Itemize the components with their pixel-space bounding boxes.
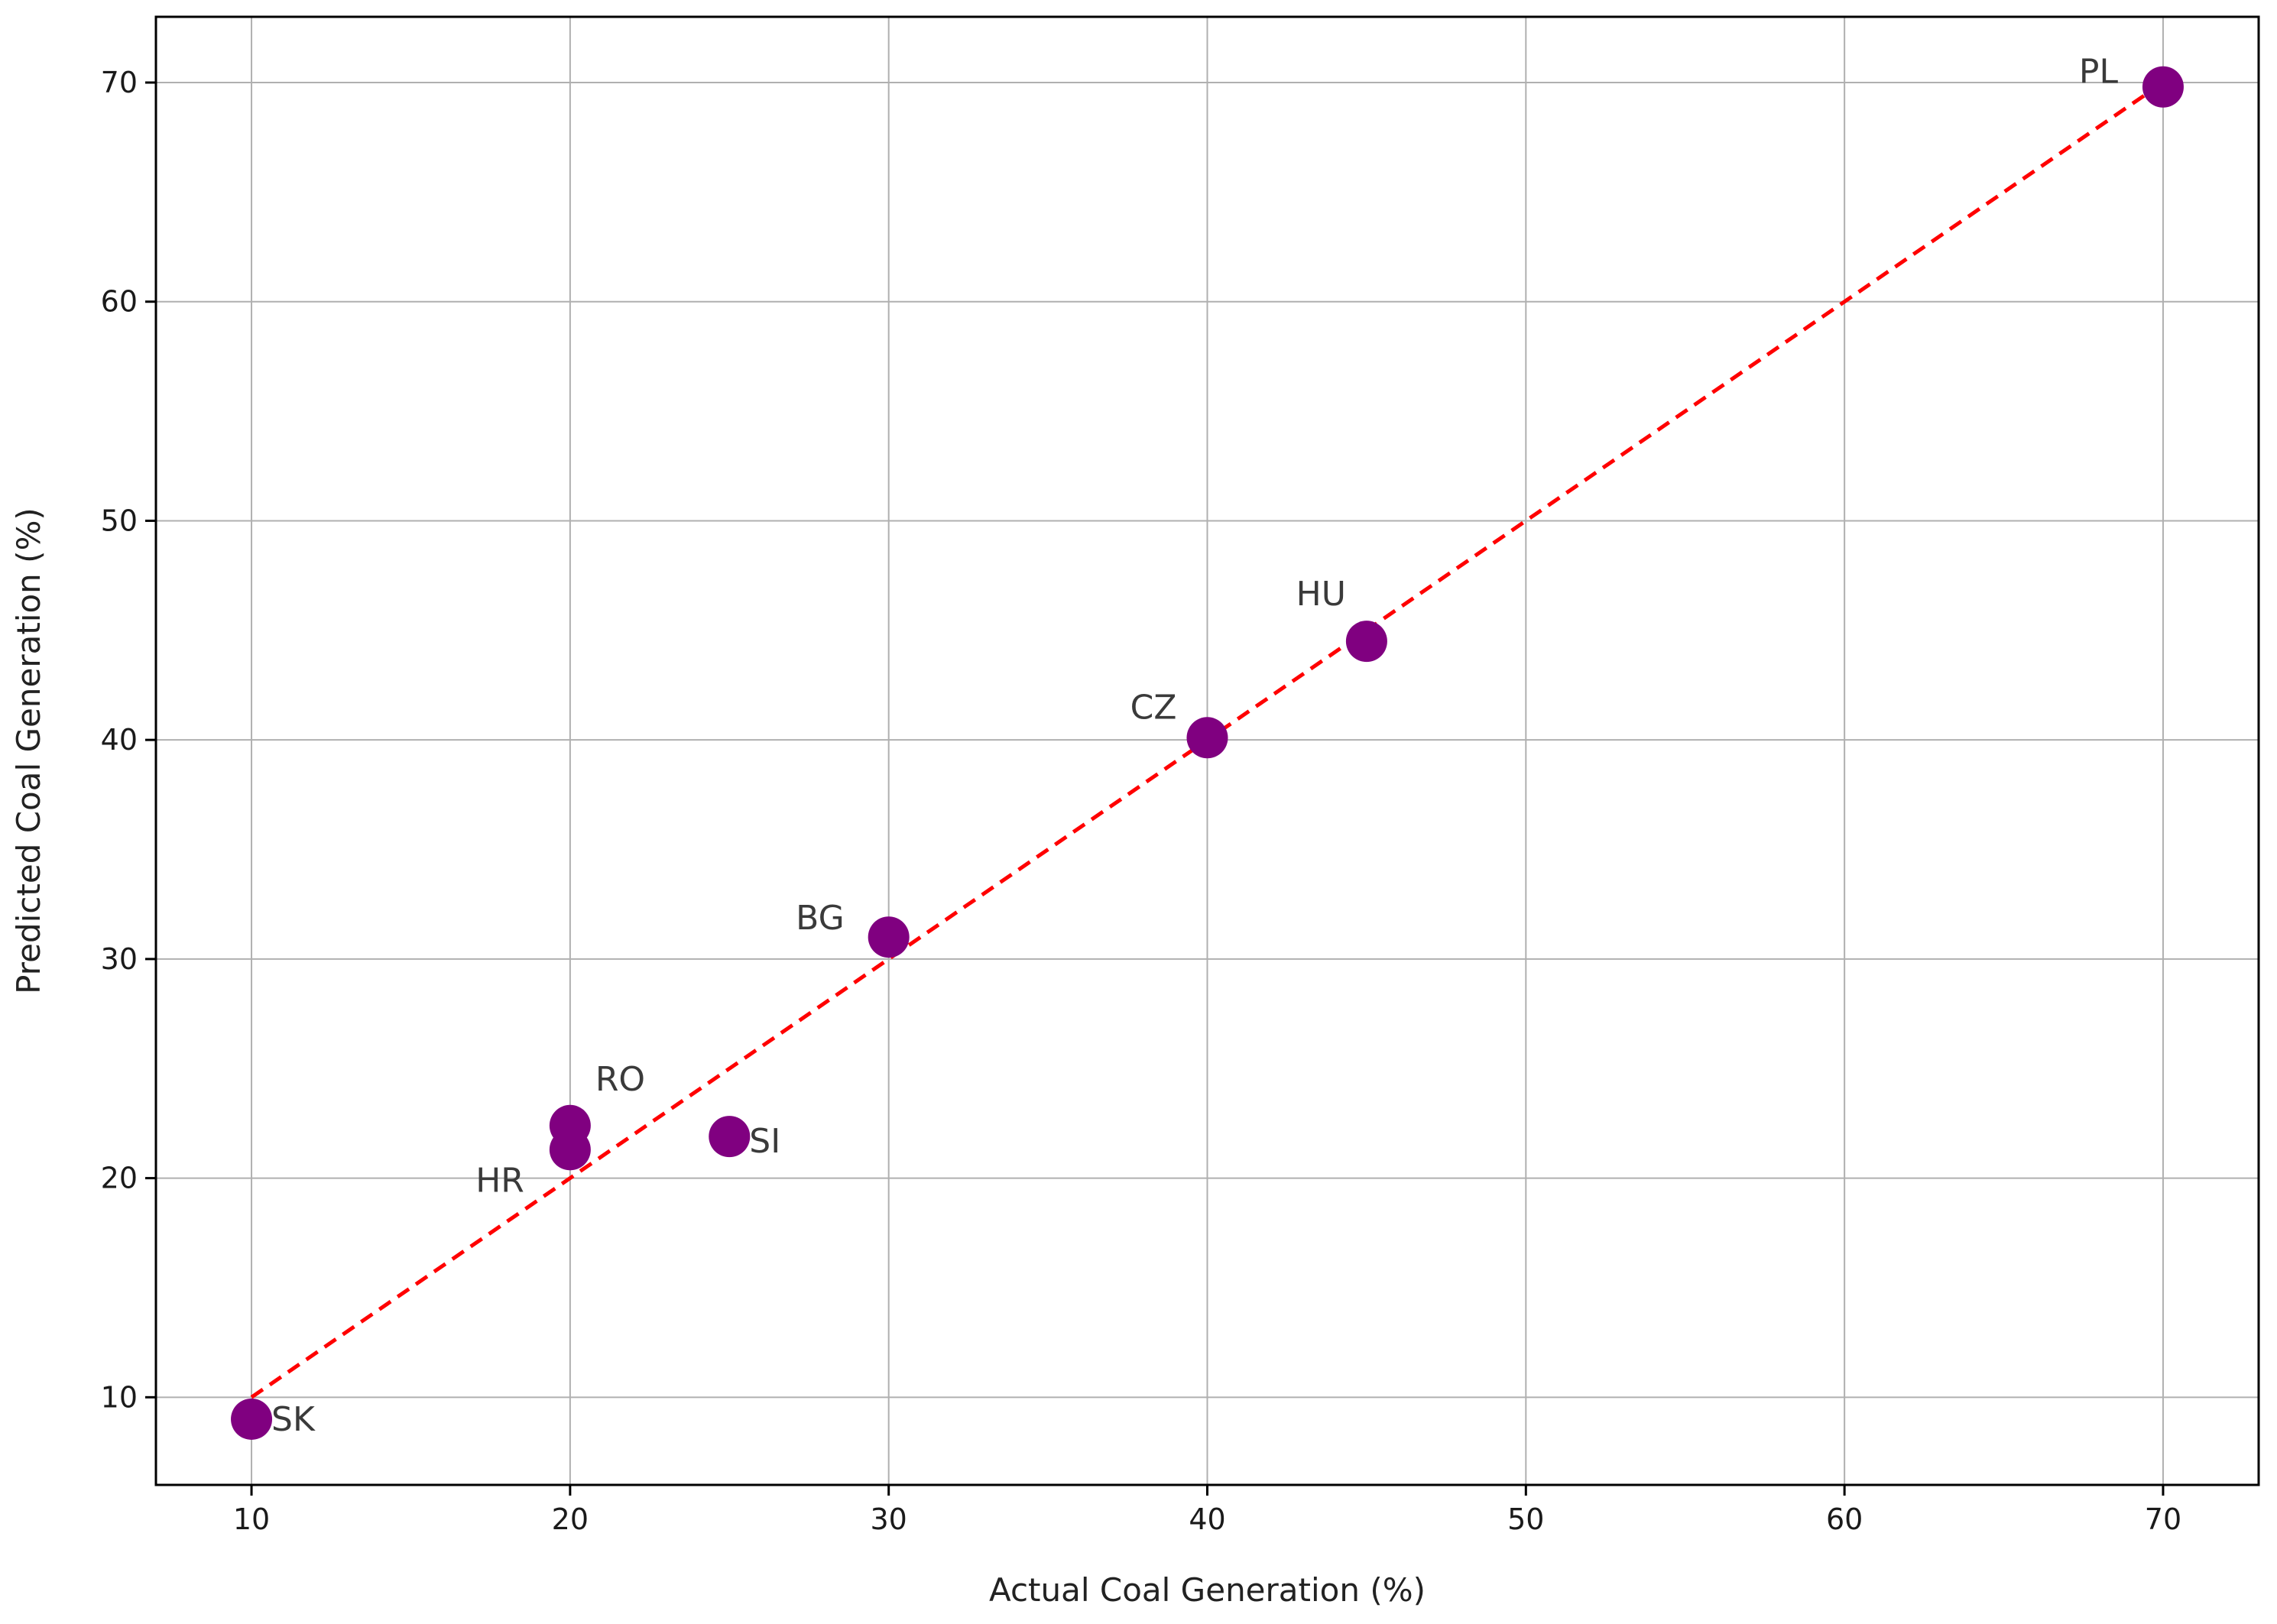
y-tick-label: 20 (101, 1162, 138, 1195)
point-label-sk: SK (271, 1400, 316, 1439)
grid (156, 17, 2259, 1485)
x-axis-ticks: 10 20 30 40 50 60 70 (233, 1485, 2181, 1536)
x-tick-label: 30 (871, 1502, 907, 1536)
point-label-hr: HR (475, 1161, 524, 1200)
x-tick-label: 40 (1189, 1502, 1225, 1536)
data-point-hu (1345, 621, 1387, 663)
data-point-sk (231, 1398, 273, 1440)
x-tick-label: 70 (2145, 1502, 2181, 1536)
data-point-cz (1186, 717, 1228, 759)
y-axis-ticks: 10 20 30 40 50 60 70 (101, 66, 156, 1414)
data-point-bg (868, 916, 910, 958)
point-label-bg: BG (796, 899, 845, 938)
point-label-pl: PL (2079, 53, 2119, 92)
point-labels: PL HU CZ BG RO HR SI SK (271, 53, 2118, 1439)
x-tick-label: 60 (1826, 1502, 1863, 1536)
point-label-cz: CZ (1130, 688, 1177, 727)
y-tick-label: 70 (101, 66, 138, 99)
x-tick-label: 10 (233, 1502, 270, 1536)
data-point-si (709, 1116, 751, 1158)
data-point-hr (549, 1129, 591, 1171)
y-tick-label: 10 (101, 1380, 138, 1414)
y-axis-label: Predicted Coal Generation (%) (10, 507, 47, 994)
y-tick-label: 60 (101, 285, 138, 319)
x-axis-label: Actual Coal Generation (%) (989, 1571, 1426, 1609)
point-label-si: SI (749, 1122, 780, 1161)
x-tick-label: 20 (552, 1502, 589, 1536)
y-tick-label: 30 (101, 942, 138, 976)
data-point-pl (2142, 66, 2184, 108)
x-tick-label: 50 (1507, 1502, 1544, 1536)
y-tick-label: 40 (101, 723, 138, 757)
point-label-ro: RO (595, 1060, 645, 1099)
data-points (231, 66, 2184, 1440)
point-label-hu: HU (1296, 575, 1346, 614)
y-tick-label: 50 (101, 504, 138, 537)
